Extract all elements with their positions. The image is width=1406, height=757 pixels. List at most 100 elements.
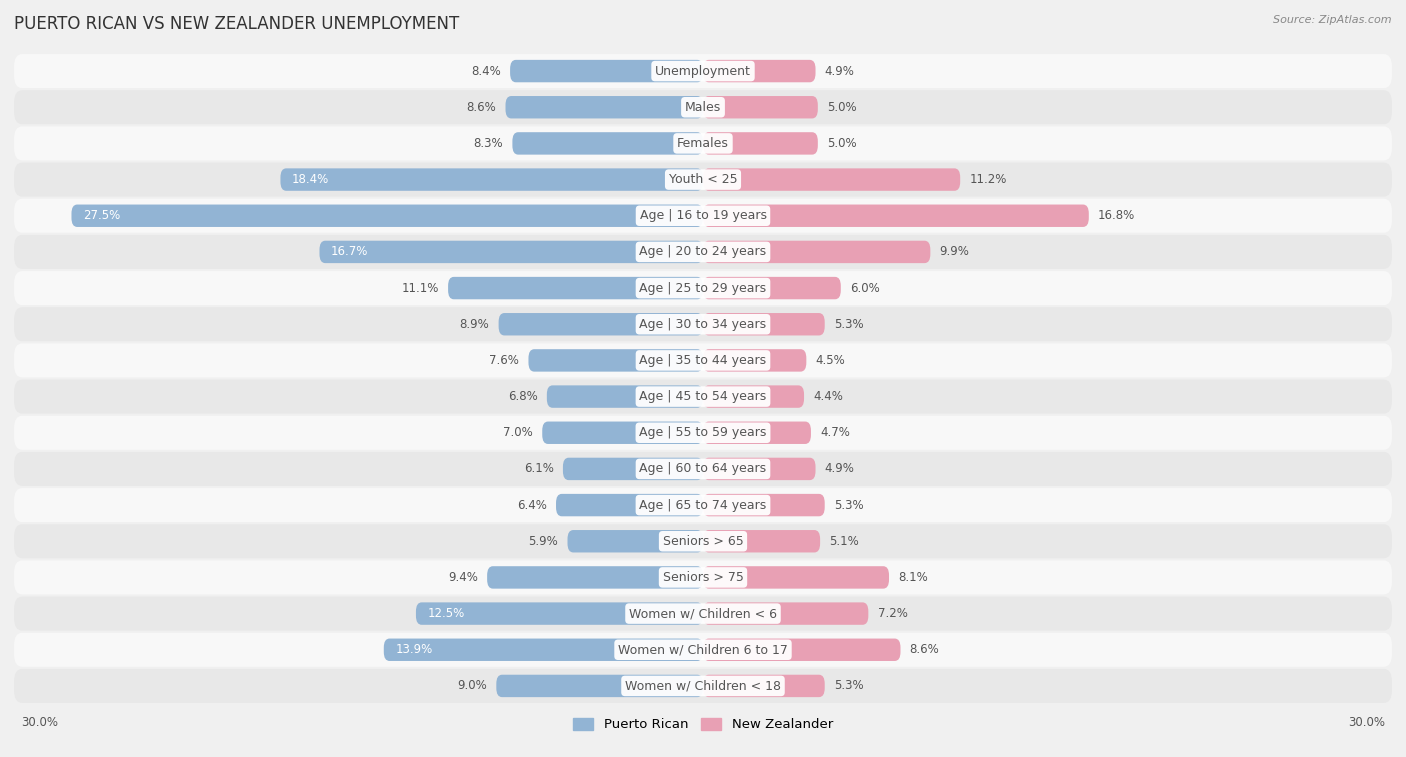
FancyBboxPatch shape xyxy=(486,566,703,589)
FancyBboxPatch shape xyxy=(14,90,1392,124)
FancyBboxPatch shape xyxy=(703,494,825,516)
Text: Women w/ Children < 18: Women w/ Children < 18 xyxy=(626,680,780,693)
Text: Seniors > 75: Seniors > 75 xyxy=(662,571,744,584)
FancyBboxPatch shape xyxy=(703,96,818,118)
Text: 16.7%: 16.7% xyxy=(330,245,368,258)
FancyBboxPatch shape xyxy=(14,235,1392,269)
FancyBboxPatch shape xyxy=(14,488,1392,522)
Text: 5.3%: 5.3% xyxy=(834,680,863,693)
Text: 6.8%: 6.8% xyxy=(508,390,537,403)
FancyBboxPatch shape xyxy=(496,674,703,697)
FancyBboxPatch shape xyxy=(568,530,703,553)
Text: 8.6%: 8.6% xyxy=(910,643,939,656)
FancyBboxPatch shape xyxy=(506,96,703,118)
Text: 7.6%: 7.6% xyxy=(489,354,519,367)
Text: Age | 60 to 64 years: Age | 60 to 64 years xyxy=(640,463,766,475)
FancyBboxPatch shape xyxy=(14,54,1392,88)
FancyBboxPatch shape xyxy=(319,241,703,263)
FancyBboxPatch shape xyxy=(72,204,703,227)
Text: 8.6%: 8.6% xyxy=(467,101,496,114)
FancyBboxPatch shape xyxy=(555,494,703,516)
Text: Women w/ Children < 6: Women w/ Children < 6 xyxy=(628,607,778,620)
Text: 5.9%: 5.9% xyxy=(529,534,558,548)
FancyBboxPatch shape xyxy=(512,132,703,154)
Text: 8.1%: 8.1% xyxy=(898,571,928,584)
FancyBboxPatch shape xyxy=(703,385,804,408)
FancyBboxPatch shape xyxy=(14,525,1392,558)
Text: 9.0%: 9.0% xyxy=(457,680,486,693)
FancyBboxPatch shape xyxy=(543,422,703,444)
FancyBboxPatch shape xyxy=(14,379,1392,413)
FancyBboxPatch shape xyxy=(703,566,889,589)
Text: PUERTO RICAN VS NEW ZEALANDER UNEMPLOYMENT: PUERTO RICAN VS NEW ZEALANDER UNEMPLOYME… xyxy=(14,15,460,33)
FancyBboxPatch shape xyxy=(14,344,1392,378)
FancyBboxPatch shape xyxy=(703,530,820,553)
Text: Seniors > 65: Seniors > 65 xyxy=(662,534,744,548)
Text: 4.5%: 4.5% xyxy=(815,354,845,367)
FancyBboxPatch shape xyxy=(703,422,811,444)
Text: Age | 35 to 44 years: Age | 35 to 44 years xyxy=(640,354,766,367)
Text: 7.2%: 7.2% xyxy=(877,607,907,620)
FancyBboxPatch shape xyxy=(703,168,960,191)
Text: 5.3%: 5.3% xyxy=(834,318,863,331)
Text: Age | 65 to 74 years: Age | 65 to 74 years xyxy=(640,499,766,512)
Text: 8.9%: 8.9% xyxy=(460,318,489,331)
FancyBboxPatch shape xyxy=(703,132,818,154)
Text: Males: Males xyxy=(685,101,721,114)
FancyBboxPatch shape xyxy=(14,126,1392,160)
Text: Source: ZipAtlas.com: Source: ZipAtlas.com xyxy=(1274,15,1392,25)
Text: 30.0%: 30.0% xyxy=(21,716,58,729)
Text: 4.4%: 4.4% xyxy=(813,390,844,403)
FancyBboxPatch shape xyxy=(499,313,703,335)
FancyBboxPatch shape xyxy=(703,241,931,263)
FancyBboxPatch shape xyxy=(384,639,703,661)
FancyBboxPatch shape xyxy=(280,168,703,191)
FancyBboxPatch shape xyxy=(14,199,1392,232)
Text: 8.3%: 8.3% xyxy=(474,137,503,150)
Text: 4.9%: 4.9% xyxy=(825,64,855,77)
Text: 8.4%: 8.4% xyxy=(471,64,501,77)
FancyBboxPatch shape xyxy=(449,277,703,299)
FancyBboxPatch shape xyxy=(703,349,807,372)
Text: Youth < 25: Youth < 25 xyxy=(669,173,737,186)
Text: 5.0%: 5.0% xyxy=(827,101,856,114)
Text: 6.4%: 6.4% xyxy=(517,499,547,512)
Text: 5.0%: 5.0% xyxy=(827,137,856,150)
Text: 27.5%: 27.5% xyxy=(83,209,120,223)
Text: 5.3%: 5.3% xyxy=(834,499,863,512)
Text: Unemployment: Unemployment xyxy=(655,64,751,77)
Text: 5.1%: 5.1% xyxy=(830,534,859,548)
Text: 18.4%: 18.4% xyxy=(292,173,329,186)
Text: Age | 55 to 59 years: Age | 55 to 59 years xyxy=(640,426,766,439)
Text: Age | 16 to 19 years: Age | 16 to 19 years xyxy=(640,209,766,223)
FancyBboxPatch shape xyxy=(547,385,703,408)
FancyBboxPatch shape xyxy=(703,60,815,83)
FancyBboxPatch shape xyxy=(562,458,703,480)
Text: 11.1%: 11.1% xyxy=(402,282,439,294)
FancyBboxPatch shape xyxy=(703,674,825,697)
FancyBboxPatch shape xyxy=(703,277,841,299)
FancyBboxPatch shape xyxy=(14,271,1392,305)
Text: Age | 45 to 54 years: Age | 45 to 54 years xyxy=(640,390,766,403)
Text: Females: Females xyxy=(678,137,728,150)
FancyBboxPatch shape xyxy=(703,313,825,335)
FancyBboxPatch shape xyxy=(14,597,1392,631)
FancyBboxPatch shape xyxy=(14,669,1392,703)
Text: 4.7%: 4.7% xyxy=(820,426,851,439)
FancyBboxPatch shape xyxy=(14,307,1392,341)
FancyBboxPatch shape xyxy=(529,349,703,372)
FancyBboxPatch shape xyxy=(703,603,869,625)
Text: 6.1%: 6.1% xyxy=(524,463,554,475)
FancyBboxPatch shape xyxy=(14,416,1392,450)
Text: 9.9%: 9.9% xyxy=(939,245,969,258)
FancyBboxPatch shape xyxy=(14,452,1392,486)
Text: 30.0%: 30.0% xyxy=(1348,716,1385,729)
FancyBboxPatch shape xyxy=(703,639,900,661)
Text: 4.9%: 4.9% xyxy=(825,463,855,475)
FancyBboxPatch shape xyxy=(703,458,815,480)
Text: 9.4%: 9.4% xyxy=(449,571,478,584)
FancyBboxPatch shape xyxy=(416,603,703,625)
Text: Age | 20 to 24 years: Age | 20 to 24 years xyxy=(640,245,766,258)
FancyBboxPatch shape xyxy=(14,163,1392,197)
Text: 13.9%: 13.9% xyxy=(395,643,433,656)
